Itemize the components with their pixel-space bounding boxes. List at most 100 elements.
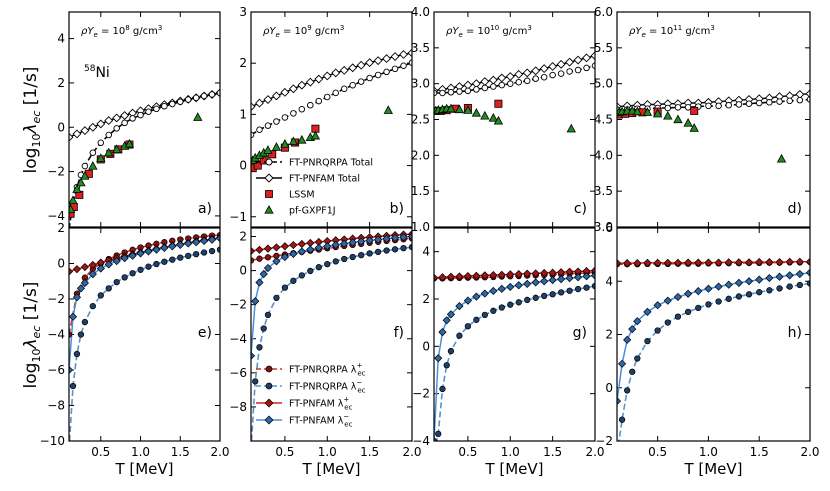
density-exp: 10 [490, 24, 499, 32]
point-pnrqrpa-minus [541, 292, 548, 300]
point-pnfam-plus [289, 240, 298, 250]
point-pnrqrpa-minus [464, 323, 472, 330]
y-tick-label: 1.5 [411, 184, 430, 198]
point-gxpf1j [297, 134, 307, 144]
point-pnfam-minus [617, 359, 627, 368]
point-pnrqrpa-minus [725, 295, 732, 302]
density-label: ρYe = 1010 g/cm3 [446, 24, 532, 39]
point-pnfam-minus [120, 254, 129, 263]
panel-d: 3.0 3.5 4.0 4.5 5.0 5.5 6.0 d) ρYe = 1011 g/cm3 [594, 5, 811, 234]
density-eq: = 10 [463, 26, 490, 37]
x-tick-label: 1.5 [360, 445, 379, 459]
density-rho: ρY [263, 26, 276, 37]
point-pnfam-total [522, 68, 532, 78]
density-rho: ρY [446, 26, 459, 37]
point-pnrqrpa-total [324, 93, 331, 101]
point-pnrqrpa-total [684, 104, 692, 111]
x-tick-label: 0.5 [648, 445, 667, 459]
point-gxpf1j [69, 204, 76, 213]
ylabel-units: [1/s] [21, 282, 41, 326]
x-tick-label: 1.5 [171, 445, 190, 459]
series-group [434, 266, 595, 441]
ylabel-lambda-sub: ec [30, 326, 43, 339]
point-pnfam-minus [489, 286, 498, 296]
x-tick-label: 1.0 [131, 445, 150, 459]
point-pnrqrpa-total [374, 71, 382, 79]
point-pnfam-plus [653, 258, 662, 267]
point-pnfam-minus [531, 278, 540, 287]
y-tick-label: −4 [47, 209, 65, 223]
y-tick-label: −2 [47, 165, 65, 179]
point-pnfam-minus [724, 280, 733, 289]
point-pnrqrpa-minus [315, 264, 322, 271]
x-tick-label: 1.0 [501, 445, 520, 459]
point-pnrqrpa-minus [208, 247, 216, 255]
point-pnrqrpa-total [307, 101, 314, 109]
point-pnrqrpa-total [281, 114, 289, 121]
point-pnfam-total [112, 113, 122, 123]
point-pnfam-minus [69, 312, 78, 321]
y-tick-label: 0 [57, 120, 65, 134]
point-pnrqrpa-minus [273, 294, 280, 302]
point-pnfam-minus [390, 233, 400, 242]
point-pnfam-plus [765, 257, 774, 267]
point-pnfam-total [590, 51, 595, 61]
point-pnfam-plus [643, 258, 652, 267]
y-tick-label: 0 [605, 381, 613, 395]
nucleus-label: 58Ni [84, 64, 110, 81]
legend-label: FT-PNFAM λ+ ec [289, 396, 353, 412]
y-tick-label: −6 [47, 363, 65, 377]
point-gxpf1j [566, 123, 576, 133]
y-tick-label: 1.0 [411, 220, 430, 234]
density-units-exp: 3 [710, 24, 714, 32]
x-tick-label: 1.5 [750, 445, 769, 459]
series-group [434, 51, 595, 133]
point-pnrqrpa-minus [307, 267, 314, 275]
point-pnrqrpa-minus [624, 387, 631, 394]
series-line-pnfam-minus [251, 235, 412, 356]
panel-c: 1.0 1.5 2.0 2.5 3.0 3.5 4.0 c) ρYe = 1010 g/cm3 [411, 5, 596, 234]
point-gxpf1j [471, 108, 482, 117]
point-gxpf1j [776, 153, 787, 163]
point-pnfam-plus [455, 272, 464, 281]
legend-label-base: FT-PNFAM λ [289, 416, 344, 427]
point-pnfam-minus [272, 257, 281, 266]
y-tick-label: −4 [229, 332, 247, 346]
point-pnrqrpa-total [400, 62, 407, 70]
y-tick-label: 1 [239, 107, 247, 121]
legend-top: FT-PNRQRPA Total FT-PNFAM Total LSSM pf-GXP… [256, 158, 373, 217]
point-pnfam-minus [514, 281, 523, 290]
point-pnfam-total [104, 116, 114, 126]
series-line-pnrqrpa-minus [435, 285, 595, 441]
point-pnfam-minus [694, 287, 703, 296]
series-line-pnfam-minus [434, 274, 595, 441]
point-pnrqrpa-minus [248, 447, 254, 453]
point-pnrqrpa-total [490, 83, 497, 90]
point-pnfam-minus [374, 235, 383, 244]
point-pnfam-minus [69, 365, 74, 375]
point-pnfam-plus [446, 272, 456, 281]
x-tick-label: 2.0 [402, 445, 421, 459]
point-pnfam-plus [88, 260, 97, 270]
point-pnfam-minus [289, 249, 298, 258]
series-line-pnrqrpa-plus [69, 234, 220, 335]
point-pnrqrpa-minus [507, 301, 514, 308]
density-label: ρYe = 109 g/cm3 [263, 24, 344, 39]
point-gxpf1j [193, 112, 203, 121]
point-pnfam-minus [744, 277, 754, 286]
point-gxpf1j [488, 113, 498, 122]
point-gxpf1j [642, 107, 653, 116]
x-tick-label: 0.5 [275, 445, 294, 459]
point-pnrqrpa-total [447, 89, 455, 96]
point-lssm [494, 99, 503, 108]
point-pnrqrpa-minus [684, 308, 692, 316]
point-pnrqrpa-total [583, 64, 590, 72]
point-pnfam-minus [446, 310, 456, 319]
point-pnrqrpa-minus [490, 307, 497, 314]
density-sub: e [458, 31, 462, 39]
point-pnrqrpa-minus [366, 250, 373, 257]
y-tick-label: −2 [47, 292, 65, 306]
point-pnfam-plus [714, 258, 723, 267]
ticks: 3.0 3.5 4.0 4.5 5.0 5.5 6.0 [594, 5, 811, 234]
point-pnrqrpa-minus [281, 284, 289, 291]
